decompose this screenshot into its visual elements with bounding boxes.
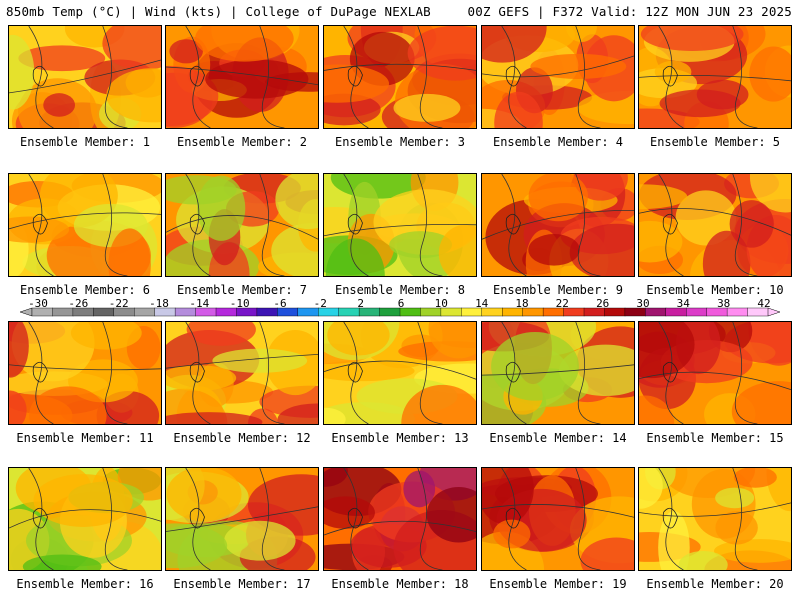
ensemble-member-map	[323, 321, 477, 425]
ensemble-member-map	[323, 25, 477, 129]
ensemble-member-map	[481, 173, 635, 277]
colorbar-tick-label: 10	[434, 297, 448, 310]
colorbar-tick-label: -2	[313, 297, 327, 310]
ensemble-member-label: Ensemble Member: 2	[176, 135, 308, 149]
ensemble-member-map	[638, 321, 792, 425]
colorbar-tick-label: 2	[357, 297, 364, 310]
ensemble-member-label: Ensemble Member: 9	[492, 283, 624, 297]
ensemble-member-label: Ensemble Member: 10	[646, 283, 784, 297]
ensemble-member-label: Ensemble Member: 5	[649, 135, 781, 149]
ensemble-member-map	[481, 321, 635, 425]
ensemble-member-map	[165, 25, 319, 129]
ensemble-member-map	[8, 467, 162, 571]
ensemble-member-label: Ensemble Member: 1	[19, 135, 151, 149]
ensemble-member-label: Ensemble Member: 15	[646, 431, 784, 445]
ensemble-member-map	[165, 467, 319, 571]
ensemble-member-label: Ensemble Member: 19	[489, 577, 627, 591]
ensemble-member-label: Ensemble Member: 18	[331, 577, 469, 591]
colorbar-tick-label: -26	[68, 297, 89, 310]
colorbar-tick-label: -18	[149, 297, 169, 310]
ensemble-member-label: Ensemble Member: 4	[492, 135, 624, 149]
colorbar-tick-label: 18	[515, 297, 529, 310]
ensemble-member-map	[638, 173, 792, 277]
colorbar-tick-label: 42	[757, 297, 771, 310]
map-title: 850mb Temp (°C) | Wind (kts) | College o…	[6, 4, 431, 19]
ensemble-member-label: Ensemble Member: 16	[16, 577, 154, 591]
ensemble-member-map	[165, 321, 319, 425]
ensemble-member-label: Ensemble Member: 13	[331, 431, 469, 445]
colorbar-tick-label: 14	[475, 297, 489, 310]
ensemble-member-label: Ensemble Member: 12	[173, 431, 311, 445]
ensemble-member-map	[638, 25, 792, 129]
ensemble-member-map	[481, 25, 635, 129]
ensemble-member-map	[8, 173, 162, 277]
colorbar-tick-label: -6	[273, 297, 287, 310]
ensemble-member-map	[8, 25, 162, 129]
temperature-colorbar	[19, 307, 781, 317]
colorbar-tick-label: -30	[28, 297, 48, 310]
ensemble-member-map	[323, 173, 477, 277]
ensemble-member-map	[165, 173, 319, 277]
colorbar-tick-label: 30	[636, 297, 650, 310]
ensemble-member-map	[638, 467, 792, 571]
ensemble-member-label: Ensemble Member: 8	[334, 283, 466, 297]
ensemble-member-label: Ensemble Member: 3	[334, 135, 466, 149]
colorbar-tick-label: -22	[108, 297, 129, 310]
ensemble-member-label: Ensemble Member: 11	[16, 431, 154, 445]
ensemble-member-map	[8, 321, 162, 425]
ensemble-member-map	[481, 467, 635, 571]
colorbar-tick-label: 34	[676, 297, 690, 310]
ensemble-member-label: Ensemble Member: 7	[176, 283, 308, 297]
ensemble-member-map	[323, 467, 477, 571]
colorbar-tick-label: 6	[397, 297, 405, 310]
model-run-info: 00Z GEFS | F372 Valid: 12Z MON JUN 23 20…	[467, 4, 792, 19]
colorbar-tick-label: 38	[717, 297, 731, 310]
ensemble-member-label: Ensemble Member: 20	[646, 577, 784, 591]
colorbar-tick-label: -10	[229, 297, 250, 310]
ensemble-member-label: Ensemble Member: 6	[19, 283, 151, 297]
colorbar-tick-label: 26	[596, 297, 610, 310]
ensemble-member-label: Ensemble Member: 14	[489, 431, 627, 445]
ensemble-member-label: Ensemble Member: 17	[173, 577, 311, 591]
colorbar-tick-label: -14	[189, 297, 210, 310]
colorbar-tick-label: 22	[555, 297, 569, 310]
